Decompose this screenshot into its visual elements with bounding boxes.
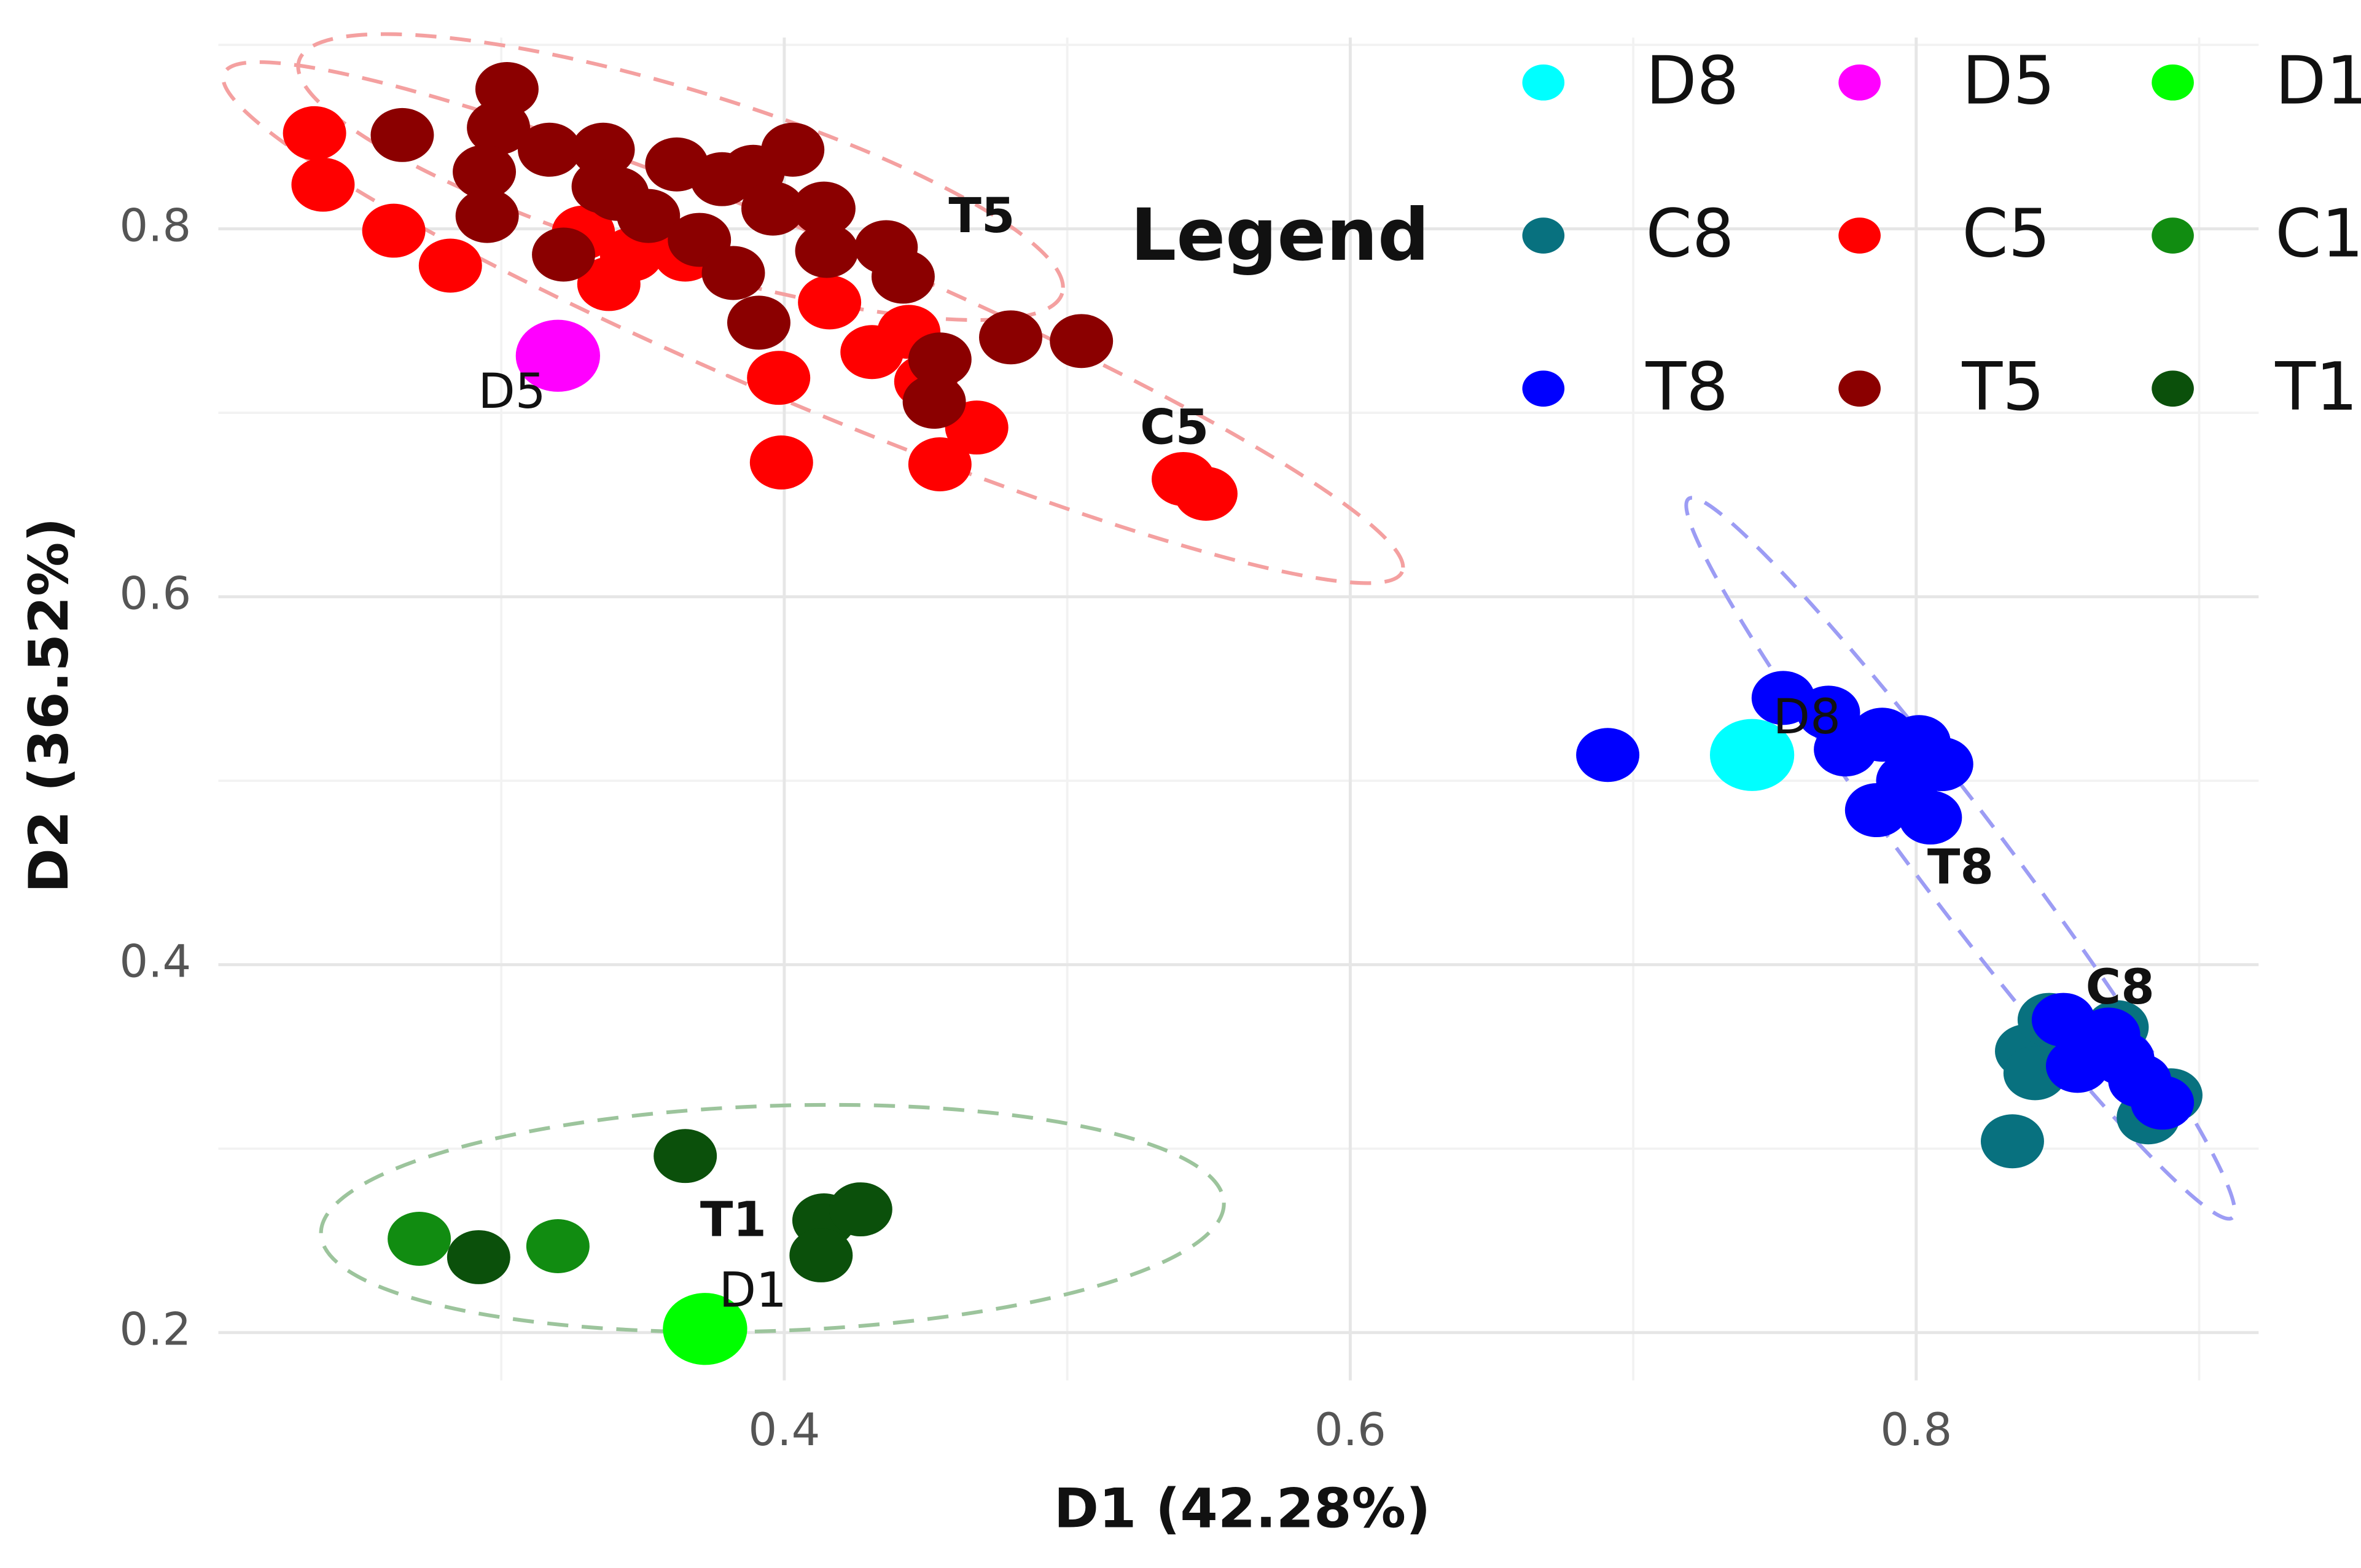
point [447, 1230, 510, 1284]
point [1174, 466, 1238, 521]
annotation: C8 [2086, 959, 2155, 1015]
point [908, 437, 972, 491]
x-tick-label: 0.6 [1314, 1404, 1386, 1456]
point [2091, 1031, 2155, 1086]
legend-marker [1522, 217, 1565, 254]
y-tick-label: 0.2 [119, 1304, 191, 1356]
point [908, 332, 972, 387]
legend-title: Legend [1130, 193, 1429, 277]
annotation: D5 [478, 364, 545, 419]
legend-marker [2152, 370, 2194, 407]
point [370, 107, 434, 162]
point [455, 189, 519, 243]
point [518, 122, 582, 177]
legend-marker [1522, 370, 1565, 407]
point [2131, 1075, 2195, 1130]
annotation: D1 [719, 1262, 787, 1318]
point [747, 351, 811, 405]
point [1576, 728, 1640, 782]
legend-label: T1 [2274, 349, 2358, 426]
point [526, 1219, 590, 1273]
point [1050, 314, 1114, 369]
annotation: T1 [700, 1192, 767, 1248]
point [741, 181, 805, 236]
point [829, 1182, 892, 1237]
point [871, 249, 935, 304]
point [515, 319, 600, 392]
ellipse-1 [319, 1102, 1226, 1334]
legend-label: C8 [1646, 196, 1735, 273]
legend-marker [1838, 217, 1881, 254]
legend-label: D8 [1646, 43, 1739, 120]
point [798, 275, 862, 330]
legend-label: C5 [1962, 196, 2050, 273]
annotation: T5 [948, 188, 1015, 244]
point [663, 1293, 747, 1365]
point [388, 1212, 451, 1266]
point [654, 1129, 717, 1184]
legend-label: D5 [1962, 43, 2055, 120]
legend-label: D1 [2275, 43, 2361, 120]
x-tick-label: 0.8 [1880, 1404, 1952, 1456]
annotation: C5 [1140, 400, 1209, 456]
x-axis-title: D1 (42.28%) [1054, 1477, 1431, 1540]
point [467, 100, 531, 155]
y-axis-title: D2 (36.52%) [17, 518, 80, 893]
legend-label: C1 [2275, 196, 2361, 273]
annotation: T8 [1927, 840, 1994, 895]
point [1980, 1114, 2044, 1169]
grid [218, 37, 2259, 1381]
legend-marker [1522, 64, 1565, 101]
point [283, 106, 346, 160]
point [749, 435, 813, 490]
point [453, 144, 517, 199]
point [701, 246, 765, 300]
point [761, 122, 825, 177]
y-tick-label: 0.6 [119, 568, 191, 620]
point [902, 375, 966, 429]
ellipse-8 [1684, 496, 2237, 1221]
point [727, 295, 790, 350]
legend-marker [2152, 217, 2194, 254]
legend-marker [1838, 64, 1881, 101]
y-tick-label: 0.4 [119, 936, 191, 988]
y-tick-label: 0.8 [119, 200, 191, 252]
point [571, 159, 635, 214]
legend-marker [2152, 64, 2194, 101]
point [979, 310, 1042, 365]
annotation: D8 [1773, 689, 1841, 745]
point [532, 227, 596, 282]
x-tick-label: 0.4 [748, 1404, 820, 1456]
legend-marker [1838, 370, 1881, 407]
point [1709, 719, 1795, 791]
point [418, 238, 482, 293]
legend-label: T8 [1645, 349, 1729, 426]
point [789, 1228, 853, 1282]
point [795, 224, 859, 278]
point [362, 203, 426, 258]
point [617, 189, 681, 243]
point [792, 181, 856, 236]
point [291, 157, 355, 212]
legend-label: T5 [1961, 349, 2045, 426]
point [1899, 790, 1962, 845]
